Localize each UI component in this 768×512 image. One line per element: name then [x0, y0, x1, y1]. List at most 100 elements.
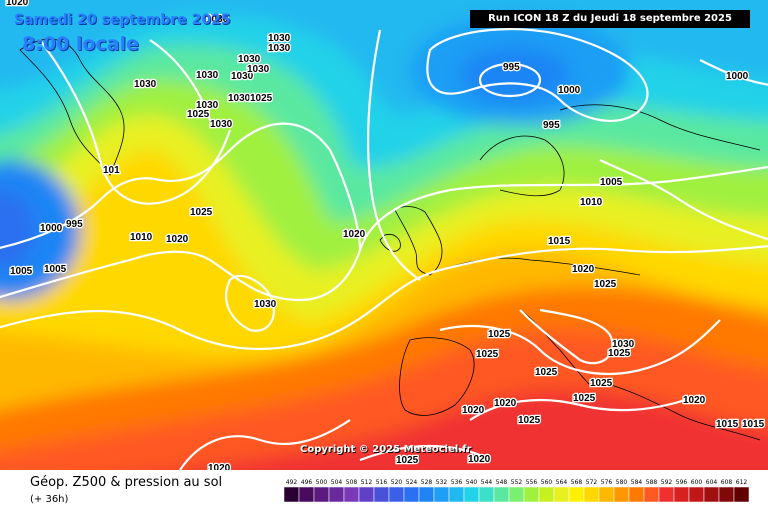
- isobar-label: 1030: [238, 54, 261, 65]
- scale-color-swatch: [538, 486, 555, 503]
- scale-color-swatch: [628, 486, 645, 503]
- scale-color-swatch: [448, 486, 465, 503]
- isobar-label: 1025: [518, 415, 541, 426]
- scale-tick-label: 540: [466, 479, 478, 486]
- isobar-label: 1015: [548, 236, 571, 247]
- scale-tick-label: 564: [556, 479, 568, 486]
- scale-tick-label: 532: [436, 479, 448, 486]
- isobar-label: 1020: [6, 0, 29, 8]
- isobar-label: 1025: [594, 279, 617, 290]
- scale-tick-label: 544: [481, 479, 493, 486]
- isobar-label: 1025: [250, 93, 273, 104]
- scale-color-swatch: [373, 486, 390, 503]
- scale-tick-label: 520: [391, 479, 403, 486]
- scale-color-swatch: [508, 486, 525, 503]
- scale-color-swatch: [328, 486, 345, 503]
- isobar-label: 1010: [580, 197, 603, 208]
- isobar-label: 1015: [742, 419, 765, 430]
- isobar-label: 1020: [572, 264, 595, 275]
- scale-color-swatch: [703, 486, 720, 503]
- scale-color-swatch: [673, 486, 690, 503]
- isobar-label: 1030: [196, 100, 219, 111]
- scale-color-swatch: [718, 486, 735, 503]
- scale-color-swatch: [523, 486, 540, 503]
- scale-tick-label: 504: [331, 479, 343, 486]
- isobar-label: 1000: [726, 71, 749, 82]
- isobar-label: 1010: [130, 232, 153, 243]
- scale-tick-label: 560: [541, 479, 553, 486]
- isobar-label: 1000: [40, 223, 63, 234]
- isobar-label: 1020: [208, 463, 231, 470]
- isobar-label: 1025: [535, 367, 558, 378]
- scale-color-swatch: [343, 486, 360, 503]
- scale-tick-label: 512: [361, 479, 373, 486]
- isobar-label: 995: [503, 62, 520, 73]
- scale-tick-label: 548: [496, 479, 508, 486]
- legend-footer: Géop. Z500 & pression au sol (+ 36h) 492…: [0, 470, 768, 512]
- forecast-date: Samedi 20 septembre 2025: [14, 12, 231, 28]
- scale-tick-label: 604: [706, 479, 718, 486]
- scale-tick-label: 524: [406, 479, 418, 486]
- isobar-label: 1020: [494, 398, 517, 409]
- scale-tick-label: 500: [316, 479, 328, 486]
- map-variable-title: Géop. Z500 & pression au sol: [30, 475, 223, 490]
- isobar-label: 1025: [488, 329, 511, 340]
- isobar-label: 1005: [44, 264, 67, 275]
- isobar-label: 1030: [206, 14, 229, 25]
- isobar-label: 1030: [268, 33, 291, 44]
- isobar-label: 1030: [228, 93, 251, 104]
- isobar-label: 1025: [590, 378, 613, 389]
- scale-tick-label: 580: [616, 479, 628, 486]
- isobar-label: 1020: [343, 229, 366, 240]
- forecast-offset: (+ 36h): [30, 494, 69, 505]
- scale-color-swatch: [613, 486, 630, 503]
- scale-tick-label: 576: [601, 479, 613, 486]
- scale-tick-label: 608: [721, 479, 733, 486]
- isobar-label: 1020: [166, 234, 189, 245]
- scale-color-swatch: [553, 486, 570, 503]
- scale-color-swatch: [298, 486, 315, 503]
- isobar-label: 995: [543, 120, 560, 131]
- scale-tick-label: 508: [346, 479, 358, 486]
- scale-tick-label: 592: [661, 479, 673, 486]
- scale-tick-label: 556: [526, 479, 538, 486]
- isobar-label: 1025: [476, 349, 499, 360]
- scale-tick-label: 600: [691, 479, 703, 486]
- scale-tick-label: 492: [286, 479, 298, 486]
- scale-color-swatch: [658, 486, 675, 503]
- isobar-label: 1030: [196, 70, 219, 81]
- isobar-label: 1025: [396, 455, 419, 466]
- isobar-label: 995: [66, 219, 83, 230]
- scale-tick-label: 588: [646, 479, 658, 486]
- isobar-label: 1025: [608, 348, 631, 359]
- scale-color-swatch: [583, 486, 600, 503]
- copyright-notice: Copyright © 2025 Meteociel.fr: [300, 444, 472, 455]
- scale-color-swatch: [463, 486, 480, 503]
- scale-tick-label: 528: [421, 479, 433, 486]
- isobar-label: 1005: [600, 177, 623, 188]
- isobar-label: 1030: [268, 43, 291, 54]
- isobar-label: 1030: [210, 119, 233, 130]
- isobar-label: 101: [103, 165, 120, 176]
- isobars: [0, 27, 768, 470]
- isobar-label: 1025: [573, 393, 596, 404]
- scale-color-swatch: [403, 486, 420, 503]
- isobar-label: 1020: [683, 395, 706, 406]
- scale-color-swatch: [358, 486, 375, 503]
- scale-tick-label: 584: [631, 479, 643, 486]
- forecast-local-time: 8:00 locale: [22, 33, 139, 55]
- scale-color-swatch: [478, 486, 495, 503]
- color-scale: 492 496 500 504 508 512 516 520 524 528 532 536 540 5…: [284, 479, 750, 503]
- isobar-label: 1025: [187, 109, 210, 120]
- isobar-label: 1030: [254, 299, 277, 310]
- scale-color-swatch: [313, 486, 330, 503]
- scale-tick-label: 612: [736, 479, 748, 486]
- isobar-label: 1015: [716, 419, 739, 430]
- isobar-label: 1020: [462, 405, 485, 416]
- isobar-label: 1005: [10, 266, 33, 277]
- scale-color-swatch: [643, 486, 660, 503]
- z500-color-field: [0, 0, 768, 470]
